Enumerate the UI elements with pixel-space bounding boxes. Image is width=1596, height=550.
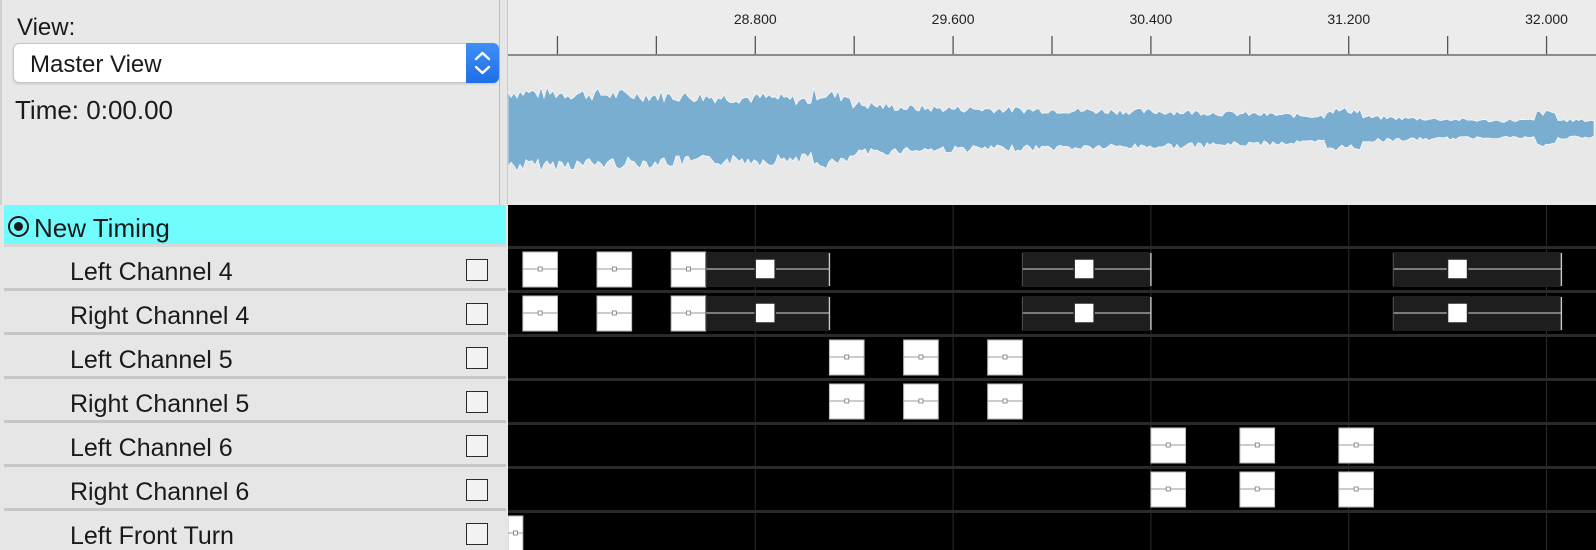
effects-grid: New Timing Left Channel 4 Right Channel 4 L… xyxy=(0,205,1596,550)
effect-block[interactable] xyxy=(987,339,1023,376)
effect-marker[interactable] xyxy=(1446,258,1469,280)
effect-marker[interactable] xyxy=(754,302,776,324)
effect-block[interactable] xyxy=(1338,427,1374,464)
effect-block[interactable] xyxy=(828,339,865,376)
ruler-tick-label: 29.600 xyxy=(932,11,975,27)
time-ruler[interactable]: 28.800 29.600 30.400 31.200 32.000 xyxy=(508,0,1596,56)
track-checkbox[interactable] xyxy=(466,479,488,501)
track-name: Left Front Turn xyxy=(70,522,234,550)
track-checkbox[interactable] xyxy=(466,391,488,413)
waveform-shape xyxy=(507,86,1595,173)
effect-block[interactable] xyxy=(670,295,707,332)
effect-block[interactable] xyxy=(522,295,558,332)
time-readout: Time: 0:00.00 xyxy=(15,95,174,125)
track-row-background xyxy=(508,425,1596,466)
effect-bar[interactable] xyxy=(1392,296,1563,331)
track-row-background xyxy=(508,337,1596,378)
timing-track-label[interactable]: New Timing xyxy=(4,205,506,247)
effect-marker[interactable] xyxy=(1446,302,1469,324)
effect-block[interactable] xyxy=(828,383,865,420)
track-label[interactable]: Left Channel 5 xyxy=(4,337,506,379)
track-label[interactable]: Left Channel 6 xyxy=(4,425,506,467)
effect-block[interactable] xyxy=(987,383,1023,420)
track-name: Left Channel 5 xyxy=(70,346,233,374)
track-label[interactable]: Left Channel 4 xyxy=(4,249,506,291)
track-label[interactable]: Right Channel 6 xyxy=(4,469,506,511)
effect-block[interactable] xyxy=(1338,471,1374,508)
track-label[interactable]: Right Channel 4 xyxy=(4,293,506,335)
audio-waveform[interactable] xyxy=(507,56,1596,205)
panel-divider[interactable] xyxy=(507,0,508,205)
track-row-background xyxy=(508,205,1596,246)
effect-block[interactable] xyxy=(903,339,939,376)
view-label: View: xyxy=(17,14,76,41)
effect-block[interactable] xyxy=(596,251,633,288)
effect-marker[interactable] xyxy=(1073,302,1095,324)
track-checkbox[interactable] xyxy=(466,303,488,325)
track-checkbox[interactable] xyxy=(466,259,488,281)
track-name: New Timing xyxy=(34,213,170,243)
effect-marker[interactable] xyxy=(1073,258,1095,280)
track-checkbox[interactable] xyxy=(466,435,488,457)
ruler-tick-label: 28.800 xyxy=(734,11,777,27)
effect-block[interactable] xyxy=(1239,427,1276,464)
track-row-background xyxy=(508,381,1596,422)
ruler-tick-label: 30.400 xyxy=(1129,11,1172,27)
effect-block[interactable] xyxy=(670,251,707,288)
track-label[interactable]: Right Channel 5 xyxy=(4,381,506,423)
track-name: Left Channel 6 xyxy=(70,434,233,462)
radio-selected-icon[interactable] xyxy=(8,216,29,237)
view-controls-panel: View: Master View Time: 0:00.00 xyxy=(0,0,500,205)
track-name: Right Channel 6 xyxy=(70,478,250,506)
effect-block[interactable] xyxy=(1150,427,1187,464)
effect-block[interactable] xyxy=(596,295,633,332)
effects-timeline[interactable] xyxy=(508,205,1596,550)
track-name: Right Channel 4 xyxy=(70,302,250,330)
effect-block[interactable] xyxy=(522,251,558,288)
effect-block[interactable] xyxy=(1239,471,1276,508)
effect-block[interactable] xyxy=(1150,471,1187,508)
effect-bar[interactable] xyxy=(705,252,831,287)
track-row-background xyxy=(508,513,1596,550)
effect-block[interactable] xyxy=(903,383,939,420)
track-row-background xyxy=(508,469,1596,510)
effect-bar[interactable] xyxy=(705,296,831,331)
ruler-tick-label: 32.000 xyxy=(1525,11,1568,27)
effect-bar[interactable] xyxy=(1392,252,1563,287)
view-select[interactable]: Master View xyxy=(13,43,499,83)
ruler-tick-label: 31.200 xyxy=(1327,11,1370,27)
track-checkbox[interactable] xyxy=(466,523,488,545)
effect-bar[interactable] xyxy=(1021,296,1152,331)
effect-marker[interactable] xyxy=(754,258,776,280)
track-name: Left Channel 4 xyxy=(70,258,233,286)
track-label[interactable]: Left Front Turn xyxy=(4,513,506,550)
track-checkbox[interactable] xyxy=(466,347,488,369)
effect-block[interactable] xyxy=(508,515,524,550)
track-name: Right Channel 5 xyxy=(70,390,250,418)
view-select-value: Master View xyxy=(30,51,162,78)
up-down-chevron-icon[interactable] xyxy=(466,43,499,83)
effect-bar[interactable] xyxy=(1021,252,1152,287)
